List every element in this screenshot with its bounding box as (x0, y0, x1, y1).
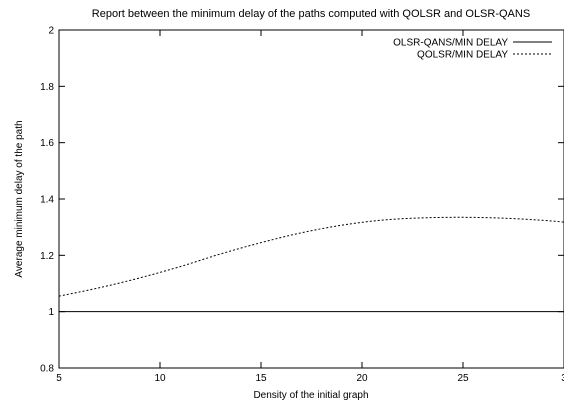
y-tick-label: 1.4 (40, 195, 54, 206)
series-line-2 (58, 216, 564, 297)
x-tick-label: 3 (561, 373, 564, 384)
y-tick-label: 1.2 (40, 251, 54, 262)
y-axis-label: Average minimum delay of the path (14, 120, 25, 277)
legend-label-1: OLSR-QANS/MIN DELAY (393, 38, 508, 49)
axes: 5 10 15 20 25 3 0.8 1 1.2 1.4 1.6 1.8 2 (40, 26, 564, 384)
y-tick-label: 0.8 (40, 364, 54, 375)
x-tick-label: 20 (356, 373, 368, 384)
plot-area (58, 216, 564, 313)
y-tick-label: 1.8 (40, 82, 54, 93)
y-tick-label: 1 (48, 307, 54, 318)
x-tick-label: 5 (56, 373, 62, 384)
legend-label-2: QOLSR/MIN DELAY (417, 50, 508, 61)
x-axis-label: Density of the initial graph (253, 390, 368, 401)
y-tick-label: 1.6 (40, 138, 54, 149)
plot-frame (58, 29, 564, 369)
y-tick-label: 2 (48, 26, 54, 37)
x-tick-label: 15 (255, 373, 267, 384)
chart-title: Report between the minimum delay of the … (92, 8, 530, 20)
x-tick-label: 10 (154, 373, 166, 384)
x-tick-label: 25 (457, 373, 469, 384)
